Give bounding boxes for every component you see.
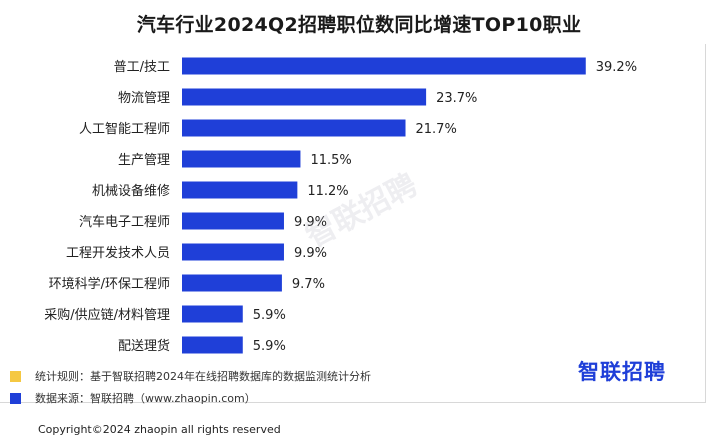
category-label: 工程开发技术人员 (66, 245, 170, 261)
category-label: 普工/技工 (114, 60, 170, 75)
bar (182, 150, 301, 168)
bar (182, 305, 243, 323)
value-label: 23.7% (436, 91, 477, 106)
bar (182, 212, 284, 230)
bar (182, 336, 243, 354)
value-label: 39.2% (596, 60, 637, 75)
zhaopin-logo: 智联招聘 (578, 360, 666, 384)
bar (182, 57, 586, 75)
value-label: 9.9% (294, 215, 327, 230)
value-label: 9.9% (294, 246, 327, 261)
footnote-rule-text: 统计规则：基于智联招聘2024年在线招聘数据库的数据监测统计分析 (35, 370, 371, 383)
category-label: 配送理货 (118, 338, 170, 354)
category-label: 物流管理 (118, 91, 170, 106)
bar (182, 119, 406, 137)
value-label: 9.7% (292, 277, 325, 292)
bar (182, 181, 298, 199)
copyright-text: Copyright©2024 zhaopin all rights reserv… (38, 423, 281, 436)
bar (182, 243, 284, 261)
category-label: 生产管理 (118, 153, 170, 168)
value-label: 11.2% (307, 184, 348, 199)
footnote-source: 数据来源：智联招聘（www.zhaopin.com） (10, 390, 256, 406)
value-label: 11.5% (310, 153, 351, 168)
chart-frame (0, 44, 706, 403)
value-label: 21.7% (416, 122, 457, 137)
bar (182, 274, 282, 292)
footnote-rule: 统计规则：基于智联招聘2024年在线招聘数据库的数据监测统计分析 (10, 368, 371, 384)
category-label: 机械设备维修 (92, 183, 170, 199)
category-label: 汽车电子工程师 (79, 214, 170, 230)
value-label: 5.9% (253, 339, 286, 354)
footnote-rule-swatch (10, 370, 21, 382)
bar (182, 88, 427, 106)
category-label: 环境科学/环保工程师 (49, 276, 170, 292)
footnote-source-swatch (10, 392, 21, 404)
footnote-source-text: 数据来源：智联招聘（www.zhaopin.com） (35, 392, 256, 405)
chart-title: 汽车行业2024Q2招聘职位数同比增速TOP10职业 (136, 14, 582, 36)
category-label: 采购/供应链/材料管理 (44, 307, 170, 323)
category-label: 人工智能工程师 (79, 122, 170, 137)
value-label: 5.9% (253, 308, 286, 323)
